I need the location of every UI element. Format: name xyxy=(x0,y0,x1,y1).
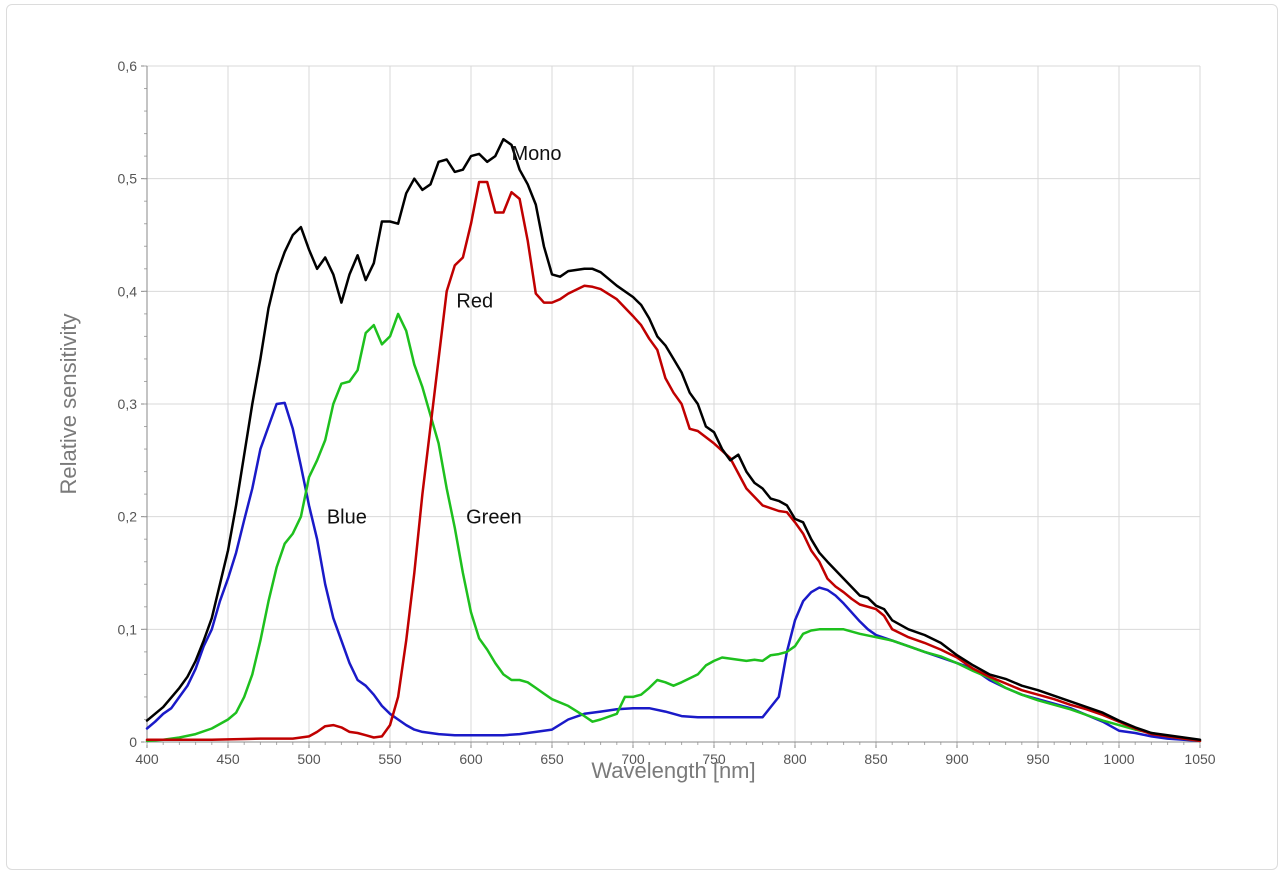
x-tick-label: 650 xyxy=(540,751,564,767)
x-tick-label: 450 xyxy=(216,751,240,767)
series-line-mono xyxy=(145,137,1202,741)
x-tick-label: 700 xyxy=(621,751,645,767)
y-axis-title: Relative sensitivity xyxy=(56,314,81,495)
x-tick-label: 600 xyxy=(459,751,483,767)
series-labels: Blue Green Red Mono xyxy=(327,143,562,529)
y-tick-label: 0,6 xyxy=(118,58,138,74)
series-line-blue xyxy=(145,401,1202,743)
x-tick-label: 850 xyxy=(864,751,888,767)
series-label-mono: Mono xyxy=(512,143,562,165)
x-tick-label: 550 xyxy=(378,751,402,767)
x-tick-label: 950 xyxy=(1026,751,1050,767)
x-tick-label: 750 xyxy=(702,751,726,767)
series-lines xyxy=(145,137,1202,743)
x-tick-label: 800 xyxy=(783,751,807,767)
x-tick-label: 1000 xyxy=(1103,751,1134,767)
series-label-blue: Blue xyxy=(327,507,367,529)
series-label-red: Red xyxy=(456,290,493,312)
x-tick-label: 900 xyxy=(945,751,969,767)
y-tick-label: 0,1 xyxy=(118,621,138,637)
y-tick-label: 0,4 xyxy=(118,283,138,299)
series-line-green xyxy=(145,312,1202,743)
tick-labels: 400 450 500 550 600 650 700 750 800 850 900 950 1000… xyxy=(118,58,1216,767)
y-tick-label: 0 xyxy=(129,734,137,750)
series-label-green: Green xyxy=(466,507,522,529)
x-tick-label: 400 xyxy=(135,751,159,767)
grid-lines xyxy=(147,65,1201,742)
axes xyxy=(141,65,1201,748)
x-tick-label: 500 xyxy=(297,751,321,767)
x-axis-title: Wavelength [nm] xyxy=(591,758,755,783)
y-tick-label: 0,2 xyxy=(118,509,138,525)
x-tick-label: 1050 xyxy=(1184,751,1215,767)
y-tick-label: 0,3 xyxy=(118,396,138,412)
series-line-red xyxy=(145,180,1202,743)
y-tick-label: 0,5 xyxy=(118,171,138,187)
